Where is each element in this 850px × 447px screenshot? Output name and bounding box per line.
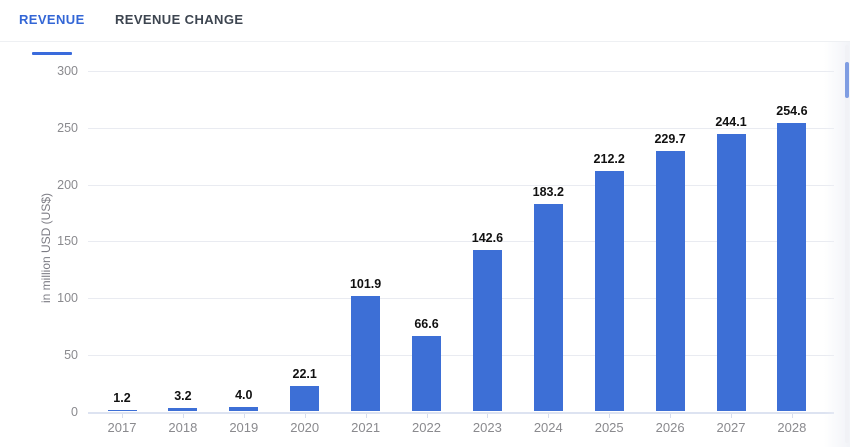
x-label-2024: 2024 <box>533 419 563 435</box>
x-tick-2026 <box>670 413 672 418</box>
value-label-2018: 3.2 <box>174 388 192 403</box>
x-label-2022: 2022 <box>412 419 441 435</box>
value-label-2025: 212.2 <box>593 151 625 166</box>
x-label-2021: 2021 <box>351 419 381 435</box>
tab-revenue-change[interactable]: REVENUE CHANGE <box>115 0 243 53</box>
x-tick-2023 <box>487 413 489 418</box>
x-axis-line <box>88 411 834 414</box>
scrollbar-thumb[interactable] <box>845 62 849 98</box>
x-tick-2025 <box>609 413 611 418</box>
x-tick-2022 <box>426 413 428 418</box>
x-label-2028: 2028 <box>777 419 807 435</box>
bar-2017[interactable] <box>107 410 137 412</box>
y-tick-label-300: 300 <box>57 64 78 78</box>
x-tick-2021 <box>365 413 367 418</box>
tab-revenue-label: REVENUE <box>19 12 85 27</box>
scrollbar-track <box>845 45 849 443</box>
x-label-2019: 2019 <box>229 419 259 435</box>
value-label-2028: 254.6 <box>776 103 808 118</box>
x-label-2027: 2027 <box>716 419 746 435</box>
gridline-250 <box>88 127 834 129</box>
value-label-2020: 22.1 <box>292 367 317 382</box>
x-tick-2027 <box>731 413 732 418</box>
bar-2025[interactable] <box>594 170 624 412</box>
bar-2026[interactable] <box>655 150 685 412</box>
bar-2027[interactable] <box>716 134 746 412</box>
bar-2020[interactable] <box>290 386 320 412</box>
value-label-2022: 66.6 <box>414 316 439 331</box>
gridline-100 <box>88 298 834 299</box>
y-tick-label-150: 150 <box>57 234 78 249</box>
gridline-300 <box>88 71 834 72</box>
value-label-2024: 183.2 <box>532 184 564 199</box>
bar-chart: in million USD (US$) 0 50 100 150 200 250 300 1… <box>0 41 850 447</box>
bar-2022[interactable] <box>412 335 441 412</box>
x-tick-2019 <box>243 413 245 418</box>
x-tick-2028 <box>791 413 793 418</box>
x-label-2026: 2026 <box>655 419 685 435</box>
bar-2021[interactable] <box>351 295 381 412</box>
y-tick-label-200: 200 <box>57 177 78 192</box>
bar-2028[interactable] <box>777 122 807 412</box>
tab-revenue-change-label: REVENUE CHANGE <box>115 12 244 27</box>
value-label-2017: 1.2 <box>113 391 131 406</box>
bar-2018[interactable] <box>168 407 198 412</box>
x-tick-2020 <box>304 413 306 418</box>
x-label-2020: 2020 <box>290 419 320 435</box>
gridline-150 <box>88 241 834 243</box>
active-tab-underline <box>31 52 72 55</box>
tab-revenue[interactable]: REVENUE <box>19 0 85 55</box>
x-tick-2024 <box>548 413 550 418</box>
bar-2023[interactable] <box>472 249 502 412</box>
x-label-2023: 2023 <box>472 419 502 435</box>
value-label-2023: 142.6 <box>471 230 504 245</box>
y-tick-label-0: 0 <box>71 404 78 419</box>
y-tick-label-100: 100 <box>57 291 78 305</box>
x-tick-2018 <box>182 413 184 418</box>
bar-2019[interactable] <box>229 406 259 412</box>
gridline-50 <box>88 354 834 356</box>
x-label-2025: 2025 <box>594 419 624 435</box>
y-tick-label-50: 50 <box>64 347 78 362</box>
y-tick-label-250: 250 <box>57 120 78 135</box>
value-label-2027: 244.1 <box>715 115 747 130</box>
tab-bar: REVENUE REVENUE CHANGE <box>0 0 850 55</box>
x-label-2017: 2017 <box>107 419 137 435</box>
value-label-2021: 101.9 <box>349 276 382 291</box>
bar-2024[interactable] <box>533 203 563 412</box>
gridline-200 <box>88 184 834 186</box>
value-label-2019: 4.0 <box>235 387 253 402</box>
x-label-2018: 2018 <box>168 419 198 435</box>
value-label-2026: 229.7 <box>654 131 686 146</box>
x-tick-2017 <box>122 413 123 418</box>
